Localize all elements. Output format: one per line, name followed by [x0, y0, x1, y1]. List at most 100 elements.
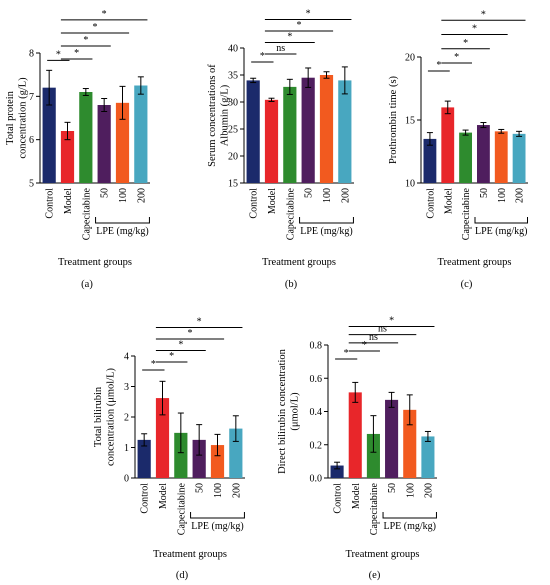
- x-tick-label: Control: [45, 188, 56, 219]
- x-tick-label: Model: [267, 188, 278, 214]
- y-tick-label: 20: [405, 53, 415, 64]
- group-bracket: [190, 512, 245, 519]
- y-tick-label: 10: [405, 179, 415, 190]
- x-axis-title: Treatment groups: [58, 257, 132, 268]
- bar-control: [423, 138, 437, 183]
- significance-label: *: [260, 51, 265, 62]
- x-tick-label: Capecitabine: [285, 187, 296, 240]
- y-tick-label: 7: [29, 92, 34, 103]
- x-tick-label: Capecitabine: [461, 187, 472, 240]
- significance-label: *: [344, 348, 349, 359]
- bar-capecitabine: [366, 433, 380, 478]
- bar-50: [301, 77, 315, 183]
- y-axis-title-line: Albumin (g/L): [220, 84, 231, 146]
- panel-label: (a): [81, 279, 93, 290]
- y-tick-label: 25: [228, 125, 238, 136]
- x-tick-label: 200: [515, 188, 526, 203]
- significance-label: ns: [369, 332, 378, 343]
- y-tick-label: 0.8: [310, 341, 323, 352]
- group-bracket: [382, 512, 437, 519]
- x-tick-label: 200: [340, 188, 351, 203]
- x-axis-title: Treatment groups: [438, 257, 512, 268]
- bar-model: [348, 392, 362, 478]
- bar-100: [210, 445, 225, 478]
- y-tick-label: 0.0: [310, 474, 323, 485]
- x-tick-label: 50: [195, 483, 206, 493]
- bar-50: [97, 105, 111, 183]
- bar-control: [137, 439, 151, 478]
- x-axis-title: Treatment groups: [346, 549, 420, 560]
- significance-label: *: [102, 9, 107, 20]
- bar-200: [421, 436, 435, 478]
- x-tick-label: 100: [405, 483, 416, 498]
- significance-label: ns: [276, 43, 285, 54]
- y-axis-title: Direct bilirubin concentration (μmol/L): [277, 348, 301, 474]
- y-tick-label: 15: [228, 179, 238, 190]
- bar-100: [494, 131, 508, 183]
- bar-50: [476, 125, 490, 183]
- y-axis-title-line: Total bilirubin: [93, 386, 104, 447]
- y-tick-label: 0.6: [310, 374, 323, 385]
- x-tick-label: 100: [497, 188, 508, 203]
- y-tick-label: 15: [405, 116, 415, 127]
- x-tick-label: Control: [249, 188, 260, 219]
- bar-200: [512, 133, 526, 183]
- bar-model: [155, 398, 170, 478]
- x-tick-label: Model: [63, 188, 74, 214]
- y-tick-label: 4: [124, 352, 129, 363]
- x-tick-label: Capecitabine: [81, 187, 92, 240]
- panel-a: 5 6 7 8 Control Model Capecitabine 50 100 200 LPE …: [5, 9, 150, 290]
- bar-control: [246, 80, 260, 183]
- bar-200: [229, 428, 243, 478]
- significance-label: *: [83, 35, 88, 46]
- bar-model: [264, 99, 279, 183]
- x-tick-label: Model: [158, 483, 169, 509]
- y-axis-title-line: concentration (g/L): [18, 77, 29, 159]
- group-label: LPE (mg/kg): [191, 521, 244, 532]
- group-label: LPE (mg/kg): [384, 521, 437, 532]
- bar-capecitabine: [79, 92, 93, 183]
- significance-label: *: [151, 359, 156, 370]
- group-bracket: [474, 217, 529, 224]
- bar-control: [42, 87, 56, 183]
- group-bracket: [299, 217, 354, 224]
- bar-control: [330, 465, 344, 478]
- x-axis-title: Treatment groups: [153, 549, 227, 560]
- x-tick-label: Model: [351, 483, 362, 509]
- significance-label: *: [169, 351, 174, 362]
- x-axis-title: Treatment groups: [262, 257, 336, 268]
- group-label: LPE (mg/kg): [475, 226, 528, 237]
- significance-label: ns: [378, 324, 387, 335]
- y-tick-label: 0.4: [310, 407, 323, 418]
- y-axis-title-line: Total protein: [5, 90, 16, 145]
- significance-label: *: [481, 9, 486, 20]
- significance-label: *: [287, 31, 292, 42]
- x-tick-label: 50: [304, 188, 315, 198]
- y-axis-title-line: Direct bilirubin concentration: [277, 348, 288, 474]
- group-bracket: [95, 217, 150, 224]
- significance-label: *: [74, 48, 79, 59]
- significance-label: *: [472, 24, 477, 35]
- y-axis-title: Prothrombin time (s): [388, 75, 399, 164]
- x-tick-label: Control: [333, 483, 344, 514]
- bar-200: [134, 85, 148, 183]
- significance-label: *: [463, 38, 468, 49]
- x-tick-label: 100: [213, 483, 224, 498]
- x-tick-label: Control: [140, 483, 151, 514]
- bar-100: [319, 75, 334, 183]
- bar-50: [192, 439, 206, 478]
- panel-c: 10 15 20 Control Model Capecitabine 50 100 200 LP…: [388, 9, 529, 290]
- significance-label: *: [454, 52, 459, 63]
- y-axis-title: Total bilirubin concentration (μmol/L): [93, 367, 117, 466]
- bar-100: [403, 409, 417, 478]
- bar-100: [115, 102, 130, 183]
- bar-capecitabine: [459, 132, 473, 183]
- x-tick-label: 50: [479, 188, 490, 198]
- group-label: LPE (mg/kg): [96, 226, 149, 237]
- panel-b: 15 20 25 30 35 40 Control Model Capecitabine 50 10…: [207, 8, 354, 290]
- x-tick-label: Capecitabine: [176, 482, 187, 535]
- x-tick-label: 50: [387, 483, 398, 493]
- significance-label: *: [389, 315, 394, 326]
- x-tick-label: 100: [118, 188, 129, 203]
- y-tick-label: 2: [124, 413, 129, 424]
